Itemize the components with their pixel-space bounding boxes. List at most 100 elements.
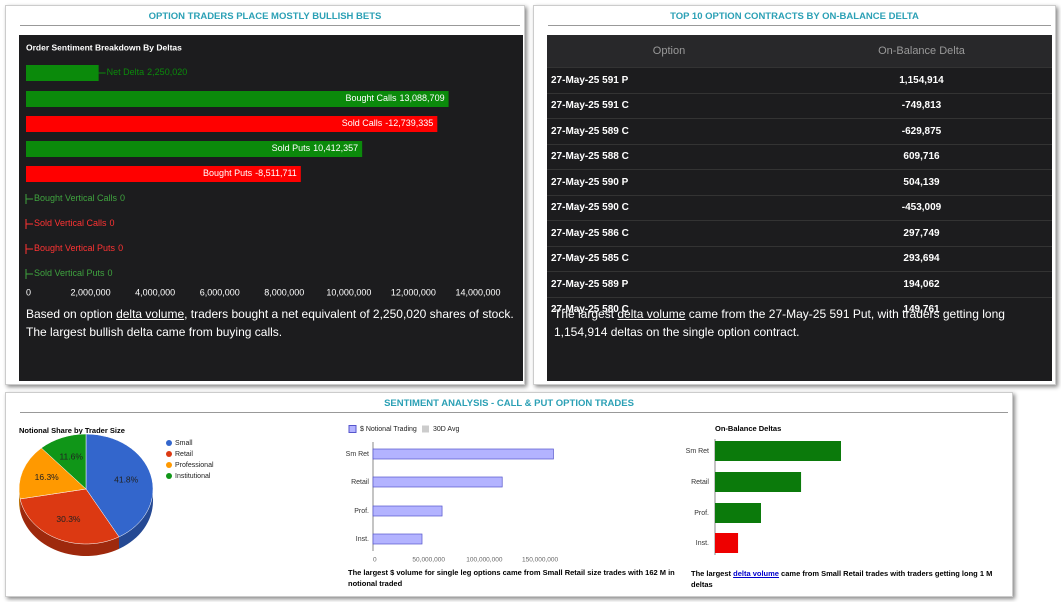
table-row: 27-May-25 580 C 149,761 bbox=[547, 296, 1052, 322]
x-tick-label: 8,000,000 bbox=[264, 287, 304, 297]
table-cell: -749,813 bbox=[791, 92, 1052, 119]
bar bbox=[26, 166, 301, 182]
bar-value: 0 bbox=[108, 268, 113, 278]
bar-label: Bought Vertical Puts 0 bbox=[34, 243, 123, 253]
legend-label: Professional bbox=[175, 462, 214, 469]
table-cell: 293,694 bbox=[791, 245, 1052, 272]
chart-title: On-Balance Deltas bbox=[715, 424, 781, 433]
category-label: Retail bbox=[351, 479, 369, 486]
rule bbox=[20, 412, 1008, 413]
x-tick-label: 0 bbox=[26, 287, 31, 297]
note: Based on option delta volume, traders bo… bbox=[26, 305, 524, 341]
legend-swatch bbox=[166, 462, 172, 468]
bar-label: Bought Vertical Calls 0 bbox=[34, 193, 125, 203]
note-text: Based on option bbox=[26, 307, 117, 321]
table-row: 27-May-25 585 C 293,694 bbox=[547, 245, 1052, 272]
note: The largest $ volume for single leg opti… bbox=[348, 567, 683, 589]
bar-category: Sold Puts bbox=[272, 143, 311, 153]
table-cell: 27-May-25 590 P bbox=[547, 169, 791, 195]
category-label: Prof. bbox=[354, 508, 369, 515]
table-cell: -453,009 bbox=[791, 194, 1052, 221]
link[interactable]: delta volume bbox=[116, 307, 185, 321]
bar-value: 0 bbox=[120, 193, 125, 203]
chart-area: Order Sentiment Breakdown By Deltas Net D… bbox=[19, 35, 523, 381]
bar-category: Sold Vertical Puts bbox=[34, 268, 105, 278]
column-header: Option bbox=[547, 35, 791, 68]
table-row: 27-May-25 588 C 609,716 bbox=[547, 143, 1052, 170]
note-text: The largest $ volume for single leg opti… bbox=[348, 568, 675, 588]
table-cell: 1,154,914 bbox=[791, 67, 1052, 93]
column-header: On-Balance Delta bbox=[791, 35, 1052, 68]
table-cell: 27-May-25 585 C bbox=[547, 245, 791, 272]
legend-swatch bbox=[166, 451, 172, 457]
bar bbox=[715, 533, 739, 553]
chart: Order Sentiment Breakdown By Deltas Net D… bbox=[25, 42, 501, 297]
note-text: , traders bought a net equivalent of 2,2… bbox=[26, 307, 514, 339]
link[interactable]: delta volume bbox=[617, 307, 686, 321]
panel-title: OPTION TRADERS PLACE MOSTLY BULLISH BETS bbox=[148, 11, 382, 22]
table-cell: 609,716 bbox=[791, 143, 1052, 170]
pie-slice bbox=[18, 447, 87, 500]
bar bbox=[715, 472, 802, 492]
bar-label: Sold Vertical Puts 0 bbox=[34, 268, 113, 278]
bar-category: Bought Calls bbox=[346, 93, 398, 103]
note-text: came from Small Retail trades with trade… bbox=[691, 569, 993, 589]
chart-title: Order Sentiment Breakdown By Deltas bbox=[26, 42, 182, 52]
panel: OPTION TRADERS PLACE MOSTLY BULLISH BETS… bbox=[5, 5, 525, 385]
table-cell: 149,761 bbox=[791, 296, 1052, 322]
table-cell: 27-May-25 588 C bbox=[547, 143, 791, 170]
table-cell: 194,062 bbox=[791, 271, 1052, 297]
table-cell: 504,139 bbox=[791, 169, 1052, 195]
note-text: The largest bbox=[554, 307, 618, 321]
rule bbox=[20, 25, 520, 26]
chart-title: Notional Share by Trader Size bbox=[19, 426, 125, 435]
table-cell: -629,875 bbox=[791, 118, 1052, 144]
bar-label: Sold Vertical Calls 0 bbox=[34, 218, 115, 228]
bar-category: Bought Vertical Puts bbox=[34, 243, 116, 253]
note-text: The largest bbox=[691, 569, 734, 578]
slice-label: 11.6% bbox=[59, 451, 83, 461]
bar bbox=[372, 448, 554, 460]
category-label: Prof. bbox=[694, 510, 709, 517]
slice-label: 30.3% bbox=[56, 514, 81, 524]
link[interactable]: delta volume bbox=[733, 569, 779, 578]
category-label: Inst. bbox=[356, 536, 369, 543]
table-cell: 27-May-25 589 C bbox=[547, 118, 791, 144]
legend-label: Retail bbox=[175, 451, 193, 458]
legend-swatch bbox=[166, 473, 172, 479]
bar-category: Sold Vertical Calls bbox=[34, 218, 107, 228]
category-label: Retail bbox=[691, 479, 709, 486]
table-row: 27-May-25 589 C -629,875 bbox=[547, 118, 1052, 144]
x-tick-label: 50,000,000 bbox=[412, 557, 445, 564]
bar bbox=[715, 503, 761, 523]
legend-label: Small bbox=[175, 440, 193, 447]
bar-label: Bought Calls 13,088,709 bbox=[346, 93, 445, 103]
x-tick-label: 2,000,000 bbox=[71, 287, 111, 297]
panel: Notional Share by Trader Size 41.8% Small 3… bbox=[5, 392, 1013, 597]
x-tick-label: 12,000,000 bbox=[391, 287, 436, 297]
bar-category: Bought Vertical Calls bbox=[34, 193, 118, 203]
x-tick-label: 10,000,000 bbox=[326, 287, 371, 297]
bar bbox=[372, 476, 503, 488]
bar-value: -12,739,335 bbox=[385, 118, 433, 128]
bar-category: Bought Puts bbox=[203, 168, 253, 178]
panel-title: SENTIMENT ANALYSIS - CALL & PUT OPTION T… bbox=[384, 398, 634, 409]
pie-slice-side bbox=[20, 498, 120, 556]
bar bbox=[26, 116, 438, 132]
x-tick-label: 150,000,000 bbox=[522, 557, 559, 564]
x-tick-label: 0 bbox=[373, 557, 377, 564]
category-label: Inst. bbox=[696, 540, 709, 547]
table-row: 27-May-25 591 P 1,154,914 bbox=[547, 67, 1052, 93]
bar-label: Sold Calls -12,739,335 bbox=[342, 118, 434, 128]
x-tick-label: 6,000,000 bbox=[200, 287, 240, 297]
table-row: 27-May-25 586 C 297,749 bbox=[547, 220, 1052, 246]
x-tick-label: 4,000,000 bbox=[135, 287, 175, 297]
table-area: Option On-Balance Delta 27-May-25 591 P 1,1… bbox=[547, 35, 1052, 381]
table-row: 27-May-25 590 C -453,009 bbox=[547, 194, 1052, 221]
table-cell: 27-May-25 589 P bbox=[547, 271, 791, 297]
slice-label: 41.8% bbox=[114, 475, 139, 485]
rule bbox=[548, 25, 1051, 26]
bar bbox=[26, 91, 449, 107]
bar-value: -8,511,711 bbox=[255, 168, 297, 178]
bar-category: Sold Calls bbox=[342, 118, 383, 128]
